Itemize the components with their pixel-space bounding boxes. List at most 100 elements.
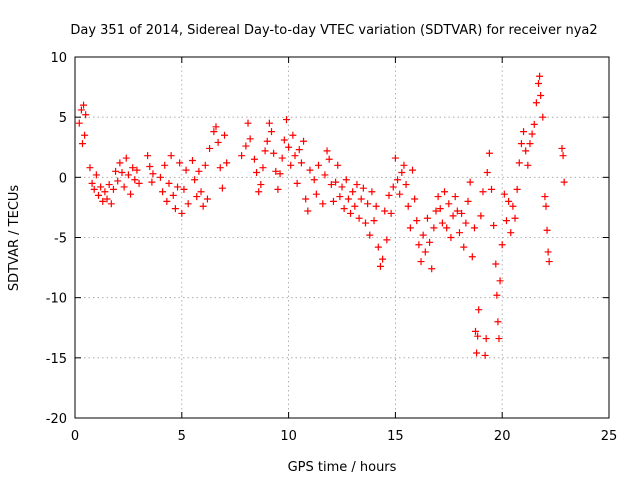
data-point xyxy=(167,152,175,160)
y-tick-label: -20 xyxy=(46,412,67,427)
data-point xyxy=(92,171,100,179)
data-point xyxy=(436,205,444,213)
data-point xyxy=(357,195,365,203)
data-point xyxy=(242,142,250,150)
data-point xyxy=(250,155,258,163)
data-point xyxy=(396,190,404,198)
y-axis-label: SDTVAR / TECUs xyxy=(7,185,22,292)
data-point xyxy=(490,221,498,229)
data-point xyxy=(383,236,391,244)
data-point xyxy=(109,185,117,193)
data-point xyxy=(120,183,128,191)
data-point xyxy=(488,185,496,193)
data-point xyxy=(99,197,107,205)
y-tick-label: 10 xyxy=(50,51,67,66)
data-point xyxy=(188,156,196,164)
data-point xyxy=(289,131,297,139)
data-point xyxy=(163,197,171,205)
data-point xyxy=(306,166,314,174)
data-point xyxy=(276,170,284,178)
data-point xyxy=(321,171,329,179)
data-point xyxy=(340,205,348,213)
data-point xyxy=(509,202,517,210)
data-point xyxy=(238,152,246,160)
data-point xyxy=(507,229,515,237)
data-point xyxy=(197,188,205,196)
data-point xyxy=(539,113,547,121)
data-point xyxy=(473,349,481,357)
data-point xyxy=(372,202,380,210)
data-point xyxy=(513,185,521,193)
data-point xyxy=(169,191,177,199)
data-point xyxy=(336,193,344,201)
data-point xyxy=(338,183,346,191)
data-point xyxy=(212,123,220,131)
data-point xyxy=(466,178,474,186)
data-point xyxy=(210,128,218,136)
data-point xyxy=(500,190,508,198)
data-point xyxy=(559,152,567,160)
data-point xyxy=(259,164,267,172)
data-point xyxy=(398,169,406,177)
data-point xyxy=(304,207,312,215)
data-point xyxy=(199,202,207,210)
data-point xyxy=(421,248,429,256)
data-point xyxy=(218,184,226,192)
data-point xyxy=(522,147,530,155)
data-point xyxy=(291,152,299,160)
data-point xyxy=(449,212,457,220)
data-point xyxy=(368,188,376,196)
data-point xyxy=(184,200,192,208)
data-point xyxy=(131,176,139,184)
data-point xyxy=(482,335,490,343)
data-point xyxy=(329,197,337,205)
data-point xyxy=(430,224,438,232)
data-point xyxy=(129,164,137,172)
data-point xyxy=(263,137,271,145)
data-point xyxy=(118,169,126,177)
data-point xyxy=(453,207,461,215)
data-point xyxy=(105,181,113,189)
data-point xyxy=(479,188,487,196)
data-point xyxy=(470,224,478,232)
data-point xyxy=(474,332,482,340)
data-point xyxy=(445,200,453,208)
grid-lines xyxy=(75,57,609,418)
data-point xyxy=(535,79,543,87)
data-point xyxy=(432,207,440,215)
data-point xyxy=(116,159,124,167)
data-point xyxy=(103,195,111,203)
data-point xyxy=(524,161,532,169)
data-point xyxy=(545,258,553,266)
data-point xyxy=(394,176,402,184)
data-point xyxy=(156,173,164,181)
data-point xyxy=(149,170,157,178)
data-point xyxy=(543,226,551,234)
data-point xyxy=(88,179,96,187)
data-point xyxy=(332,178,340,186)
data-point xyxy=(94,191,102,199)
data-point xyxy=(434,193,442,201)
data-point xyxy=(536,72,544,80)
data-point xyxy=(387,209,395,217)
data-point xyxy=(558,144,566,152)
data-point xyxy=(353,181,361,189)
data-point xyxy=(75,119,83,127)
data-point xyxy=(293,179,301,187)
data-point xyxy=(455,229,463,237)
data-point xyxy=(400,161,408,169)
data-point xyxy=(462,219,470,227)
data-point xyxy=(176,159,184,167)
data-point xyxy=(472,327,479,335)
data-point xyxy=(86,164,94,172)
data-point xyxy=(214,138,222,146)
data-point xyxy=(502,217,510,225)
x-tick-label: 15 xyxy=(387,429,404,444)
data-point xyxy=(268,128,276,136)
data-point xyxy=(391,154,399,162)
data-point xyxy=(295,146,303,154)
data-point xyxy=(415,241,423,249)
data-point xyxy=(325,155,333,163)
data-point xyxy=(413,217,421,225)
